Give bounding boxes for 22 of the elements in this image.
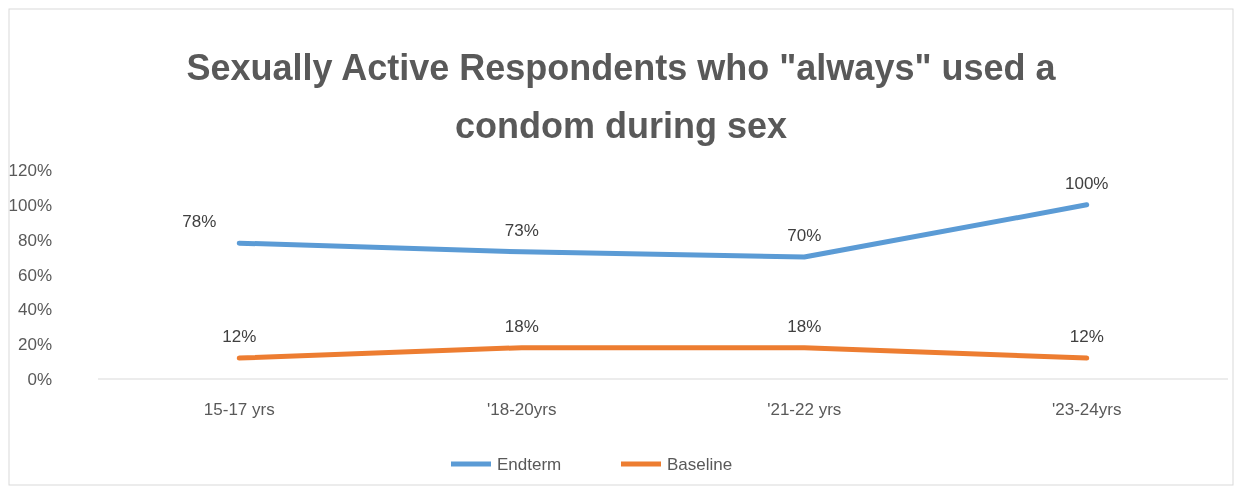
- y-tick-label: 20%: [17, 335, 52, 355]
- y-tick-label: 60%: [17, 265, 52, 285]
- legend-label: Baseline: [667, 455, 733, 474]
- data-label: 100%: [1065, 173, 1109, 193]
- data-label: 12%: [222, 327, 257, 347]
- legend-label: Endterm: [497, 455, 562, 474]
- y-tick-label: 120%: [8, 161, 52, 180]
- x-tick-label: '23-24yrs: [1052, 400, 1122, 419]
- y-tick-label: 40%: [17, 300, 52, 320]
- x-tick-label: '18-20yrs: [487, 400, 557, 419]
- data-label: 73%: [504, 220, 539, 240]
- data-label: 70%: [787, 226, 822, 246]
- y-tick-label: 100%: [8, 195, 52, 215]
- data-label: 18%: [787, 316, 822, 336]
- x-tick-label: 15-17 yrs: [203, 400, 275, 419]
- data-label: 18%: [504, 316, 539, 336]
- data-label: 78%: [182, 212, 217, 232]
- data-label: 12%: [1069, 327, 1104, 347]
- chart-title: Sexually Active Respondents who "always" used a condom during sex: [186, 47, 1057, 146]
- y-tick-label: 80%: [17, 230, 52, 250]
- x-tick-label: '21-22 yrs: [767, 400, 842, 419]
- y-tick-label: 0%: [27, 370, 52, 389]
